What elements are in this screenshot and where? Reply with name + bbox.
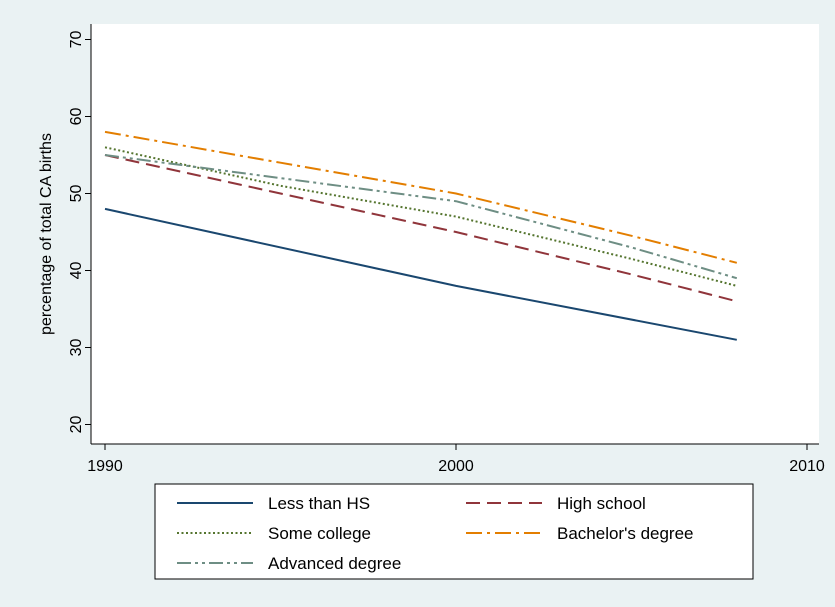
series-line-3	[104, 130, 738, 264]
y-axis-title: percentage of total CA births	[38, 133, 55, 335]
series-line-4	[104, 154, 738, 280]
y-tick-label: 70	[68, 31, 85, 49]
x-tick-label: 1990	[87, 458, 123, 475]
y-tick-label: 50	[68, 185, 85, 203]
series-line-0	[104, 207, 737, 341]
legend-box	[154, 483, 754, 580]
series-line-1	[104, 154, 738, 303]
y-tick-label: 40	[68, 262, 85, 280]
axis-layer: 20 30 40 50 60 70 1990 2000 2010	[68, 31, 825, 476]
y-tick-label: 60	[68, 108, 85, 126]
x-tick-label: 2000	[438, 458, 474, 475]
y-tick-label: 30	[68, 339, 85, 357]
legend-label-4: Advanced degree	[268, 554, 401, 573]
legend-label-1: High school	[557, 494, 646, 513]
series-layer	[104, 130, 738, 341]
legend-label-3: Bachelor's degree	[557, 524, 694, 543]
legend-label-0: Less than HS	[268, 494, 370, 513]
legend-label-2: Some college	[268, 524, 371, 543]
y-tick-label: 20	[68, 416, 85, 434]
x-tick-label: 2010	[789, 458, 825, 475]
legend: Less than HS High school Some college Bache…	[154, 483, 754, 580]
plot-area	[91, 24, 819, 444]
